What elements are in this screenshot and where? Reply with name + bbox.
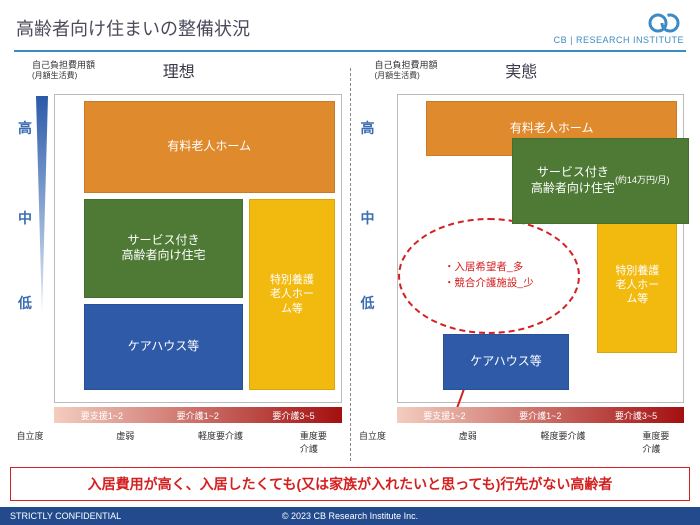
y-axis-label: 自己負担費用額 (月額生活費) <box>32 60 95 80</box>
logo-text: CB | RESEARCH INSTITUTE <box>554 35 684 45</box>
x-segment: 要介護1~2 <box>492 407 588 423</box>
x-tick: 自立度 <box>359 429 386 442</box>
panel-reality: 実態 自己負担費用額 (月額生活費) 高 中 低 ・入居希望者_多 ・競合介護施… <box>353 58 691 461</box>
x-ticks-reality: 自立度虚弱軽度要介護重度要介護 <box>373 429 691 443</box>
block-orange: 有料老人ホーム <box>84 101 335 193</box>
x-tick: 重度要介護 <box>642 429 674 455</box>
y-axis-label-main-r: 自己負担費用額 <box>375 60 438 71</box>
footer-center: © 2023 CB Research Institute Inc. <box>282 511 418 521</box>
chart-ideal: 有料老人ホーム特別養護老人ホーム等サービス付き高齢者向け住宅ケアハウス等 <box>54 94 342 403</box>
callout-text: ・入居希望者_多 ・競合介護施設_少 <box>444 260 534 292</box>
chart-reality: ・入居希望者_多 ・競合介護施設_少 有料老人ホーム特別養護老人ホーム等サービス… <box>397 94 685 403</box>
footer: STRICTLY CONFIDENTIAL © 2023 CB Research… <box>0 507 700 525</box>
x-ticks-ideal: 自立度虚弱軽度要介護重度要介護 <box>30 429 348 443</box>
x-tick: 軽度要介護 <box>540 429 585 442</box>
x-tick: 虚弱 <box>116 429 134 442</box>
panel-divider <box>350 68 351 461</box>
logo-brand: CB <box>554 35 568 45</box>
y-tick-mid-r: 中 <box>361 208 375 228</box>
bottom-message-text: 入居費用が高く、入居したくても(又は家族が入れたいと思っても)行先がない高齢者 <box>88 476 613 492</box>
block-green: サービス付き高齢者向け住宅(約14万円/月) <box>512 138 689 224</box>
header: 高齢者向け住まいの整備状況 CB | RESEARCH INSTITUTE <box>0 0 700 55</box>
y-tick-high-r: 高 <box>361 118 375 138</box>
logo-icon <box>644 11 684 35</box>
y-tick-high: 高 <box>18 118 32 138</box>
callout-line-2: ・競合介護施設_少 <box>444 276 534 292</box>
callout-line-1: ・入居希望者_多 <box>444 260 534 276</box>
x-segment: 要支援1~2 <box>397 407 493 423</box>
x-segment: 要介護3~5 <box>246 407 342 423</box>
x-segment: 要介護1~2 <box>150 407 246 423</box>
logo-subtitle: RESEARCH INSTITUTE <box>576 35 684 45</box>
block-yellow: 特別養護老人ホーム等 <box>597 218 677 353</box>
cost-triangle-icon <box>36 96 48 316</box>
block-blue: ケアハウス等 <box>443 334 569 389</box>
x-tick: 重度要介護 <box>300 429 332 455</box>
x-scale-reality: 要支援1~2要介護1~2要介護3~5 <box>397 407 685 423</box>
x-tick: 虚弱 <box>459 429 477 442</box>
block-green: サービス付き高齢者向け住宅 <box>84 199 244 297</box>
cost-triangle-icon-r <box>379 96 391 316</box>
block-yellow: 特別養護老人ホーム等 <box>249 199 335 389</box>
x-segment: 要介護3~5 <box>588 407 684 423</box>
x-tick: 自立度 <box>16 429 43 442</box>
x-tick: 軽度要介護 <box>198 429 243 442</box>
callout-oval: ・入居希望者_多 ・競合介護施設_少 <box>398 218 581 335</box>
page-title: 高齢者向け住まいの整備状況 <box>16 15 250 41</box>
header-rule <box>14 50 686 52</box>
y-axis-label-sub: (月額生活費) <box>32 71 95 81</box>
block-blue: ケアハウス等 <box>84 304 244 390</box>
y-axis-label-r: 自己負担費用額 (月額生活費) <box>375 60 438 80</box>
y-tick-low: 低 <box>18 293 32 313</box>
logo: CB | RESEARCH INSTITUTE <box>554 11 684 45</box>
panel-ideal: 理想 自己負担費用額 (月額生活費) 高 中 低 有料老人ホーム特別養護老人ホー… <box>10 58 348 461</box>
panel-container: 理想 自己負担費用額 (月額生活費) 高 中 低 有料老人ホーム特別養護老人ホー… <box>10 58 690 461</box>
x-segment: 要支援1~2 <box>54 407 150 423</box>
x-scale-ideal: 要支援1~2要介護1~2要介護3~5 <box>54 407 342 423</box>
footer-left: STRICTLY CONFIDENTIAL <box>10 511 121 521</box>
y-axis-label-sub-r: (月額生活費) <box>375 71 438 81</box>
y-axis-label-main: 自己負担費用額 <box>32 60 95 71</box>
y-tick-mid: 中 <box>18 208 32 228</box>
y-tick-low-r: 低 <box>361 293 375 313</box>
bottom-message-box: 入居費用が高く、入居したくても(又は家族が入れたいと思っても)行先がない高齢者 <box>10 467 690 501</box>
